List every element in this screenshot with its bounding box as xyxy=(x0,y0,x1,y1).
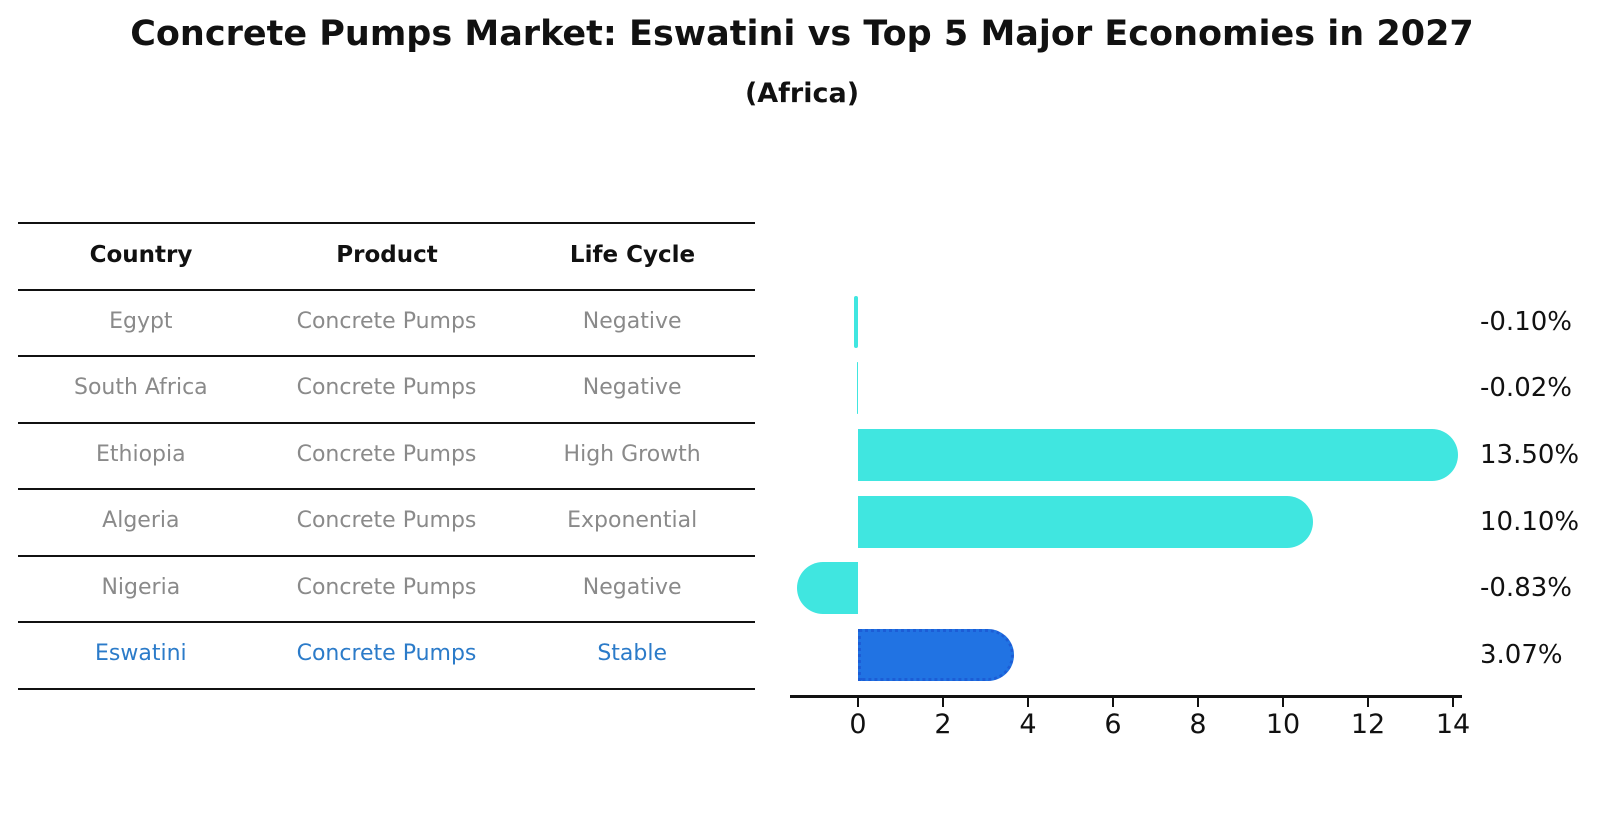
x-axis-tick xyxy=(1367,697,1369,707)
table-cell-country-south-africa: South Africa xyxy=(73,375,208,401)
table-line xyxy=(18,554,755,557)
x-axis-tick-label: 8 xyxy=(1189,709,1207,740)
table-cell-product-algeria: Concrete Pumps xyxy=(296,508,477,534)
x-axis-tick xyxy=(1112,697,1114,707)
chart-subtitle: (Africa) xyxy=(744,78,860,109)
value-label-south-africa: -0.02% xyxy=(1480,373,1572,404)
table-cell-lifecycle-south-africa: Negative xyxy=(582,375,682,401)
x-axis-line xyxy=(790,695,1462,698)
bar-eswatini xyxy=(858,628,1015,681)
table-cell-product-nigeria: Concrete Pumps xyxy=(296,574,477,600)
table-cell-product-eswatini: Concrete Pumps xyxy=(296,641,477,667)
table-cell-lifecycle-ethiopia: High Growth xyxy=(563,441,701,467)
table-cell-lifecycle-eswatini: Stable xyxy=(597,641,667,667)
table-line xyxy=(18,621,755,624)
table-cell-country-eswatini: Eswatini xyxy=(95,641,187,667)
value-label-egypt: -0.10% xyxy=(1480,306,1572,337)
value-label-ethiopia: 13.50% xyxy=(1480,439,1580,470)
table-line-header xyxy=(18,288,755,291)
table-cell-product-south-africa: Concrete Pumps xyxy=(296,375,477,401)
chart-title: Concrete Pumps Market: Eswatini vs Top 5… xyxy=(130,14,1474,54)
table-line xyxy=(18,687,755,690)
x-axis-tick xyxy=(1197,697,1199,707)
table-cell-country-ethiopia: Ethiopia xyxy=(96,441,186,467)
bar-ethiopia xyxy=(858,428,1458,481)
table-line xyxy=(18,421,755,424)
value-label-nigeria: -0.83% xyxy=(1480,573,1572,604)
bar-nigeria xyxy=(796,562,858,615)
x-axis-tick-label: 14 xyxy=(1435,709,1471,740)
table-line xyxy=(18,488,755,491)
value-label-eswatini: 3.07% xyxy=(1480,639,1563,670)
table-cell-lifecycle-algeria: Exponential xyxy=(567,508,698,534)
x-axis-tick-label: 6 xyxy=(1104,709,1122,740)
x-axis-tick xyxy=(942,697,944,707)
x-axis-tick xyxy=(1027,697,1029,707)
table-cell-product-ethiopia: Concrete Pumps xyxy=(296,441,477,467)
table-line xyxy=(18,355,755,358)
bar-south-africa xyxy=(856,362,858,415)
x-axis-tick-label: 10 xyxy=(1265,709,1301,740)
table-header-product: Product xyxy=(336,242,438,268)
table-cell-product-egypt: Concrete Pumps xyxy=(296,308,477,334)
bar-egypt xyxy=(853,295,858,348)
table-cell-country-egypt: Egypt xyxy=(109,308,173,334)
table-header-country: Country xyxy=(89,242,193,268)
table-cell-lifecycle-nigeria: Negative xyxy=(582,574,682,600)
table-header-lifecycle: Life Cycle xyxy=(569,242,696,268)
x-axis-tick-label: 0 xyxy=(849,709,867,740)
x-axis-tick xyxy=(857,697,859,707)
table-cell-country-nigeria: Nigeria xyxy=(101,574,181,600)
table-line-top xyxy=(18,222,755,224)
table-cell-country-algeria: Algeria xyxy=(102,508,180,534)
table-cell-lifecycle-egypt: Negative xyxy=(582,308,682,334)
x-axis-tick-label: 12 xyxy=(1350,709,1386,740)
value-label-algeria: 10.10% xyxy=(1480,506,1580,537)
bar-algeria xyxy=(858,495,1314,548)
x-axis-tick xyxy=(1282,697,1284,707)
x-axis-tick xyxy=(1452,697,1454,707)
x-axis-tick-label: 4 xyxy=(1019,709,1037,740)
x-axis-tick-label: 2 xyxy=(934,709,952,740)
